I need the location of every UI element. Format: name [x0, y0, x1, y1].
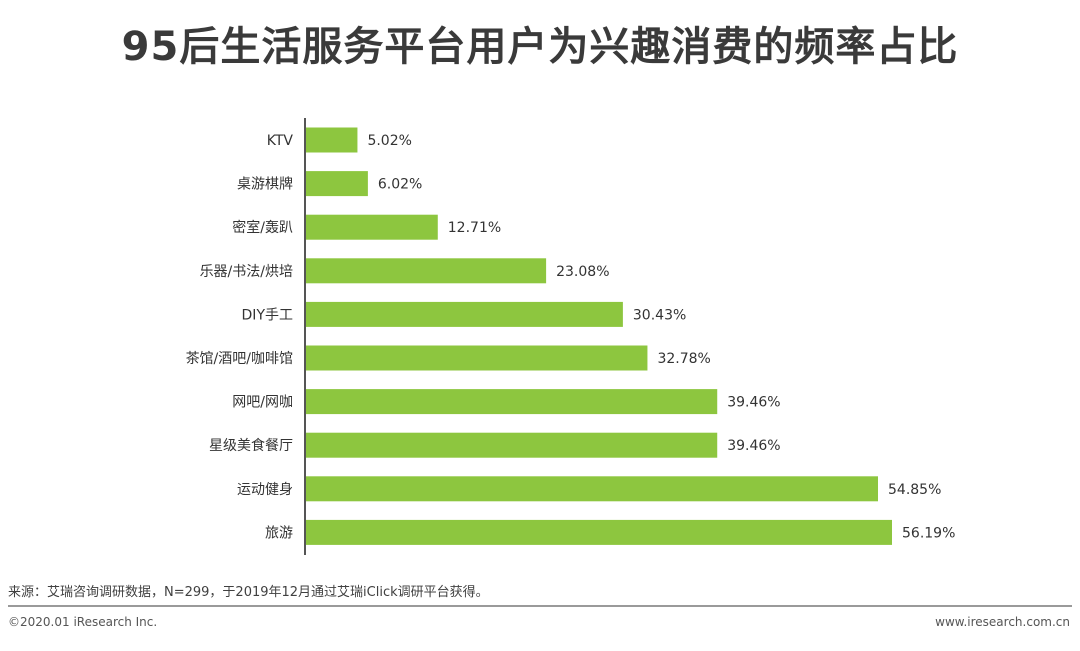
- value-label: 56.19%: [902, 525, 955, 541]
- value-label: 32.78%: [657, 351, 710, 367]
- bar: [305, 476, 879, 502]
- category-label: 网吧/网咖: [232, 395, 293, 411]
- category-label: DIY手工: [242, 307, 293, 323]
- category-label: 运动健身: [237, 482, 293, 498]
- bar: [305, 389, 718, 415]
- value-label: 39.46%: [727, 395, 780, 411]
- source-note: 来源：艾瑞咨询调研数据，N=299，于2019年12月通过艾瑞iClick调研平…: [8, 585, 489, 600]
- copyright-text: ©2020.01 iResearch Inc.: [8, 615, 158, 629]
- footer-divider: [8, 605, 1072, 607]
- value-label: 12.71%: [448, 220, 501, 236]
- bar: [305, 258, 547, 284]
- bar: [305, 214, 438, 240]
- category-label: 星级美食餐厅: [209, 437, 293, 454]
- bar: [305, 127, 358, 153]
- category-label: 旅游: [265, 525, 293, 541]
- value-label: 6.02%: [378, 177, 422, 193]
- value-label: 39.46%: [727, 438, 780, 454]
- bar: [305, 301, 623, 327]
- category-label: KTV: [267, 133, 294, 149]
- value-label: 23.08%: [556, 264, 609, 280]
- value-label: 5.02%: [367, 133, 411, 149]
- chart-title: 95后生活服务平台用户为兴趣消费的频率占比: [121, 24, 959, 70]
- bar: [305, 345, 648, 371]
- category-label: 乐器/书法/烘培: [200, 264, 293, 280]
- value-label: 54.85%: [888, 482, 941, 498]
- bar: [305, 432, 718, 458]
- category-label: 茶馆/酒吧/咖啡馆: [186, 351, 293, 367]
- bar: [305, 519, 892, 545]
- website-text: www.iresearch.com.cn: [935, 615, 1070, 629]
- category-label: 密室/轰趴: [232, 219, 293, 236]
- category-label: 桌游棋牌: [237, 176, 293, 193]
- value-label: 30.43%: [633, 307, 686, 323]
- bar: [305, 171, 368, 197]
- bar-chart: KTV 5.02% 桌游棋牌 6.02% 密室/轰趴 12.71% 乐器/书法/烘培 23.0…: [186, 118, 955, 555]
